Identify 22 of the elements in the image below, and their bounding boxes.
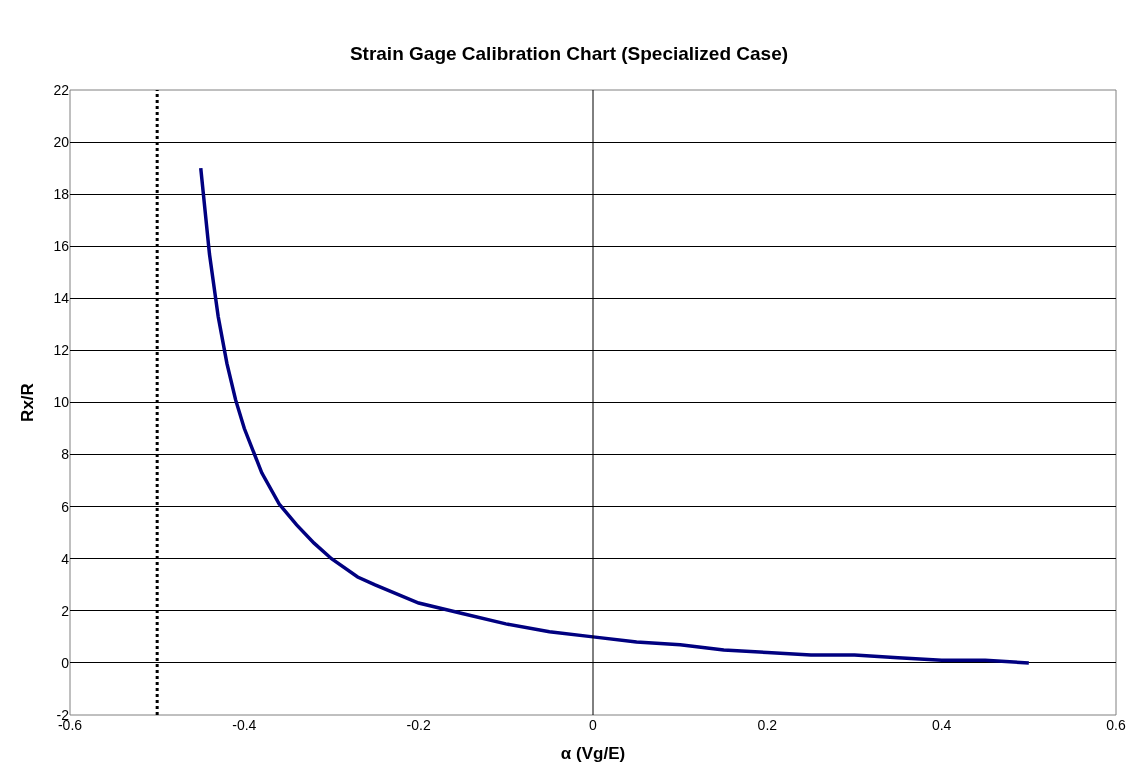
y-axis-title: Rx/R <box>17 383 37 422</box>
y-tick-label: 4 <box>61 550 70 567</box>
y-tick-label: 20 <box>53 133 70 150</box>
y-tick-label: 16 <box>53 238 70 255</box>
y-tick-label: 6 <box>61 498 70 515</box>
y-tick-label: 8 <box>61 446 70 463</box>
x-tick-label: -0.4 <box>232 717 257 733</box>
y-tick-label: 12 <box>53 342 70 359</box>
y-tick-label: 22 <box>53 81 70 98</box>
y-tick-label: 0 <box>61 654 70 671</box>
x-tick-label: 0.4 <box>931 717 952 733</box>
x-tick-label: -0.2 <box>406 717 431 733</box>
y-tick-label: 10 <box>53 394 70 411</box>
x-axis-title: α (Vg/E) <box>560 744 626 764</box>
x-tick-label: 0.2 <box>757 717 778 733</box>
y-tick-label: 18 <box>53 186 70 203</box>
line-series <box>199 166 1031 665</box>
x-tick-label: 0 <box>589 717 598 733</box>
y-tick-label: 14 <box>53 290 70 307</box>
chart-title: Strain Gage Calibration Chart (Specialized Case) <box>349 42 789 64</box>
y-tick-label: 2 <box>61 602 70 619</box>
x-tick-label: 0.6 <box>1106 717 1126 733</box>
